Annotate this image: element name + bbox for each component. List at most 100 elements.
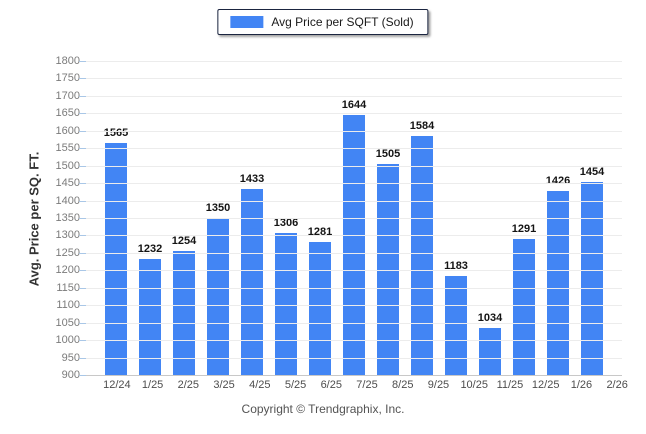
y-tick-label: 1000 [55, 334, 80, 346]
legend-label: Avg Price per SQFT (Sold) [271, 15, 414, 29]
y-tick-label: 900 [61, 369, 80, 381]
x-tick-label: 9/25 [427, 379, 450, 391]
bar-2/26 [581, 182, 603, 375]
x-tick-label: 8/25 [392, 379, 414, 391]
gridline [86, 375, 622, 376]
x-tick-label: 10/25 [460, 379, 488, 391]
y-tick-label: 950 [61, 352, 80, 364]
y-tick-label: 1450 [55, 177, 80, 189]
bar-value-label: 1426 [545, 175, 571, 187]
y-axis-tick [79, 375, 86, 376]
bar-slot-2/26: 1454 [575, 61, 609, 375]
copyright-text: Copyright © Trendgraphix, Inc. [241, 402, 405, 416]
bar-value-label: 1232 [137, 243, 163, 255]
y-tick-label: 1250 [55, 247, 80, 259]
bar-7/25 [343, 115, 365, 375]
gridline [86, 253, 622, 254]
bar-slot-5/25: 1306 [269, 61, 303, 375]
x-tick-label: 11/25 [496, 379, 524, 391]
y-axis-tick [79, 131, 86, 132]
x-tick-label: 4/25 [249, 379, 271, 391]
bar-slot-9/25: 1584 [405, 61, 439, 375]
gridline [86, 288, 622, 289]
y-axis-tick [79, 113, 86, 114]
y-axis-tick [79, 340, 86, 341]
bar-6/25 [309, 242, 331, 375]
x-axis-tick-labels: 12/24 1/25 2/25 3/25 4/25 5/25 6/25 7/25 8/25 9/2… [86, 379, 646, 391]
bar-3/25 [207, 218, 229, 375]
legend: Avg Price per SQFT (Sold) [217, 9, 429, 35]
y-tick-label: 1800 [55, 55, 80, 67]
y-axis-tick [79, 96, 86, 97]
x-tick-label: 7/25 [356, 379, 378, 391]
legend-swatch-icon [230, 16, 264, 28]
y-axis-tick-labels: 1800 1750 1700 1650 1600 1550 1500 1450 1400 1350… [30, 56, 80, 381]
bar-2/25 [173, 251, 195, 375]
bar-slot-7/25: 1644 [337, 61, 371, 375]
bar-value-label: 1644 [341, 99, 367, 111]
gridline [86, 358, 622, 359]
bar-value-label: 1291 [511, 223, 537, 235]
y-axis-tick [79, 270, 86, 271]
gridline [86, 235, 622, 236]
gridline [86, 96, 622, 97]
y-tick-label: 1050 [55, 317, 80, 329]
bar-slot-10/25: 1183 [439, 61, 473, 375]
x-tick-label: 5/25 [284, 379, 307, 391]
bar-slot-11/25: 1034 [473, 61, 507, 375]
y-tick-label: 1650 [55, 107, 80, 119]
y-axis-tick [79, 148, 86, 149]
x-tick-label: 3/25 [213, 379, 235, 391]
gridline [86, 323, 622, 324]
y-tick-label: 1150 [56, 282, 80, 294]
bar-value-label: 1350 [205, 202, 231, 214]
bar-9/25 [411, 136, 433, 375]
gridline [86, 166, 622, 167]
y-axis-tick [79, 253, 86, 254]
y-axis-tick [79, 166, 86, 167]
bar-8/25 [377, 164, 399, 375]
bar-4/25 [241, 189, 263, 375]
bar-12/25 [513, 239, 535, 375]
bar-slot-12/25: 1291 [507, 61, 541, 375]
bar-value-label: 1584 [409, 120, 435, 132]
bar-value-label: 1306 [273, 217, 299, 229]
y-tick-label: 1100 [56, 299, 80, 311]
y-axis-tick [79, 323, 86, 324]
y-axis-tick [79, 288, 86, 289]
gridline [86, 113, 622, 114]
gridline [86, 305, 622, 306]
y-tick-label: 1750 [55, 72, 80, 84]
y-axis-tick [79, 305, 86, 306]
x-tick-label: 2/25 [177, 379, 200, 391]
gridline [86, 218, 622, 219]
y-tick-label: 1500 [55, 160, 80, 172]
y-tick-label: 1600 [55, 125, 80, 137]
gridline [86, 340, 622, 341]
bar-1/26 [547, 191, 569, 375]
y-tick-label: 1700 [55, 90, 80, 102]
y-tick-label: 1400 [55, 195, 80, 207]
x-tick-label: 1/25 [141, 379, 164, 391]
bar-value-label: 1281 [307, 226, 333, 238]
x-tick-label: 6/25 [320, 379, 342, 391]
bar-value-label: 1034 [477, 312, 503, 324]
gridline [86, 131, 622, 132]
gridline [86, 61, 622, 62]
gridline [86, 78, 622, 79]
y-tick-label: 1550 [55, 142, 80, 154]
bar-slot-3/25: 1350 [201, 61, 235, 375]
y-axis-tick [79, 235, 86, 236]
gridline [86, 183, 622, 184]
y-tick-label: 1200 [55, 264, 80, 276]
gridline [86, 148, 622, 149]
gridline [86, 201, 622, 202]
x-tick-label: 1/26 [570, 379, 593, 391]
bar-11/25 [479, 328, 501, 375]
bar-value-label: 1254 [171, 235, 197, 247]
bar-slot-8/25: 1505 [371, 61, 405, 375]
bar-slot-2/25: 1254 [167, 61, 201, 375]
plot-area: 1565 1232 1254 1350 1433 1306 1281 1644 1505 1584… [79, 61, 622, 376]
bar-value-label: 1505 [375, 148, 401, 160]
